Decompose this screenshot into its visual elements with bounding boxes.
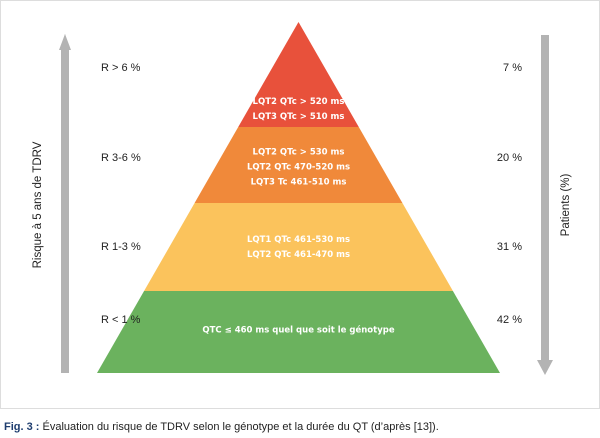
level-criteria: LQT3 QTc > 510 ms	[253, 112, 345, 122]
pyramid-level	[144, 203, 453, 291]
risk-arrow	[61, 34, 69, 373]
patients-label: 20 %	[497, 152, 522, 164]
level-criteria: QTC ≤ 460 ms quel que soit le génotype	[202, 325, 394, 336]
left-axis-label: Risque à 5 ans de TDRV	[32, 141, 44, 268]
patients-label: 7 %	[503, 62, 522, 74]
caption-label: Fig. 3 :	[4, 421, 40, 433]
patients-label: 31 %	[497, 241, 522, 253]
patients-label: 42 %	[497, 314, 522, 326]
level-criteria: LQT1 QTc 461-530 ms	[247, 235, 350, 245]
level-criteria: LQT2 QTc 470-520 ms	[247, 163, 350, 173]
pyramid-level	[238, 22, 359, 127]
level-criteria: LQT2 QTc > 520 ms	[253, 97, 345, 107]
caption: Fig. 3 : Évaluation du risque de TDRV se…	[4, 421, 439, 433]
level-criteria: LQT3 Tc 461-510 ms	[251, 178, 347, 188]
caption-text: Évaluation du risque de TDRV selon le gé…	[42, 421, 439, 433]
patients-arrow	[537, 35, 553, 375]
risk-label: R > 6 %	[101, 62, 141, 74]
diagram: Risque à 5 ans de TDRV Patients (%) LQT2…	[0, 0, 600, 409]
risk-label: R < 1 %	[101, 314, 141, 326]
pyramid: LQT2 QTc > 520 ms LQT3 QTc > 510 ms R > 6 …	[97, 22, 522, 373]
level-criteria: LQT2 QTc > 530 ms	[253, 148, 345, 158]
risk-label: R 1-3 %	[101, 241, 141, 253]
risk-arrow-head	[59, 34, 71, 50]
pyramid-level	[97, 291, 500, 373]
level-criteria: LQT2 QTc 461-470 ms	[247, 250, 350, 260]
pyramid-level	[194, 127, 403, 203]
right-axis-label: Patients (%)	[560, 174, 572, 237]
risk-label: R 3-6 %	[101, 152, 141, 164]
